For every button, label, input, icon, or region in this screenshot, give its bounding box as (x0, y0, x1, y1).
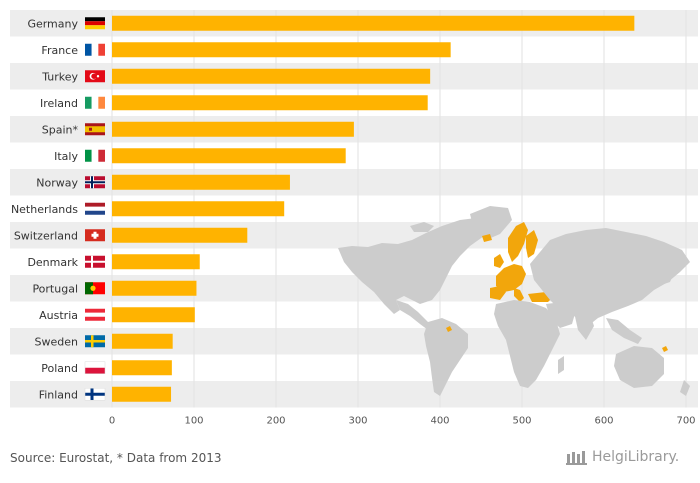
source-note: Source: Eurostat, * Data from 2013 (10, 451, 222, 465)
map-madagascar (558, 356, 564, 374)
bar-ireland (112, 95, 428, 111)
bar-denmark (112, 254, 200, 270)
library-icon (566, 451, 587, 465)
category-labels: Germany France Turkey Ireland Spain* Italy Nor… (11, 17, 79, 401)
category-label-netherlands: Netherlands (11, 203, 78, 216)
x-tick-label: 500 (512, 416, 531, 427)
flag-turkey-icon (85, 70, 105, 83)
map-scandinavia (508, 222, 528, 262)
flag-norway-icon (85, 176, 105, 189)
category-label-poland: Poland (41, 362, 78, 375)
map-greenland (470, 206, 512, 240)
flag-france-icon (85, 43, 105, 56)
flag-netherlands-icon (85, 202, 105, 215)
bar-finland (112, 386, 172, 402)
bar-poland (112, 360, 172, 376)
category-label-france: France (41, 44, 78, 57)
bar-switzerland (112, 227, 248, 243)
category-label-italy: Italy (54, 150, 78, 163)
x-axis-ticks: 0 100 200 300 400 500 600 700 (109, 416, 696, 427)
category-label-sweden: Sweden (35, 335, 78, 348)
category-label-spain: Spain* (42, 123, 79, 136)
category-label-finland: Finland (39, 388, 78, 401)
brand-logo: HelgiLibrary. (566, 449, 679, 465)
flag-germany-icon (85, 17, 105, 30)
flag-switzerland-icon (85, 229, 105, 242)
map-new-zealand (680, 380, 690, 396)
map-south-america (424, 318, 468, 396)
category-label-germany: Germany (27, 17, 78, 30)
bar-germany (112, 15, 635, 31)
map-middle-east (546, 302, 576, 328)
bar-norway (112, 174, 290, 190)
map-caribbean-mark (446, 326, 452, 332)
flag-italy-icon (85, 149, 105, 162)
category-label-switzerland: Switzerland (14, 229, 78, 242)
category-label-norway: Norway (36, 176, 78, 189)
map-canada-islands (410, 222, 434, 232)
map-central-america (396, 300, 432, 330)
bar-sweden (112, 333, 173, 349)
flag-denmark-icon (85, 255, 105, 268)
category-label-austria: Austria (39, 309, 78, 322)
bars (112, 15, 635, 402)
map-iceland (482, 234, 492, 242)
bar-italy (112, 148, 346, 164)
category-label-denmark: Denmark (27, 256, 78, 269)
bar-portugal (112, 280, 197, 296)
bar-turkey (112, 68, 431, 84)
bar-spain (112, 121, 354, 137)
x-tick-label: 600 (594, 416, 613, 427)
flag-austria-icon (85, 308, 105, 321)
x-tick-label: 0 (109, 416, 115, 427)
bar-france (112, 42, 451, 58)
brand-name: HelgiLibrary. (592, 449, 680, 465)
category-label-ireland: Ireland (40, 97, 78, 110)
x-tick-label: 200 (266, 416, 285, 427)
x-tick-label: 700 (676, 416, 695, 427)
bar-netherlands (112, 201, 285, 217)
x-tick-label: 300 (348, 416, 367, 427)
map-india (574, 312, 594, 340)
x-tick-label: 400 (430, 416, 449, 427)
category-label-turkey: Turkey (41, 70, 78, 83)
x-tick-label: 100 (184, 416, 203, 427)
flag-spain-icon (85, 123, 105, 136)
map-southeast-asia (606, 318, 642, 344)
map-japan (664, 262, 676, 284)
flag-portugal-icon (85, 282, 105, 295)
bar-austria (112, 307, 195, 323)
map-italy (514, 288, 524, 302)
flag-ireland-icon (85, 96, 105, 109)
map-iberia (490, 286, 506, 300)
map-eurasia (530, 228, 690, 326)
flags (84, 17, 106, 401)
map-europe-west (496, 264, 526, 292)
map-finland (526, 230, 538, 258)
flag-poland-icon (84, 361, 106, 374)
map-north-america (338, 218, 488, 314)
map-pacific-mark (662, 346, 668, 352)
map-australia (614, 346, 664, 388)
flag-finland-icon (84, 388, 106, 401)
world-map (338, 206, 690, 396)
category-label-portugal: Portugal (32, 282, 78, 295)
flag-sweden-icon (85, 335, 105, 348)
map-africa (494, 300, 560, 388)
map-uk-ireland (494, 254, 504, 268)
